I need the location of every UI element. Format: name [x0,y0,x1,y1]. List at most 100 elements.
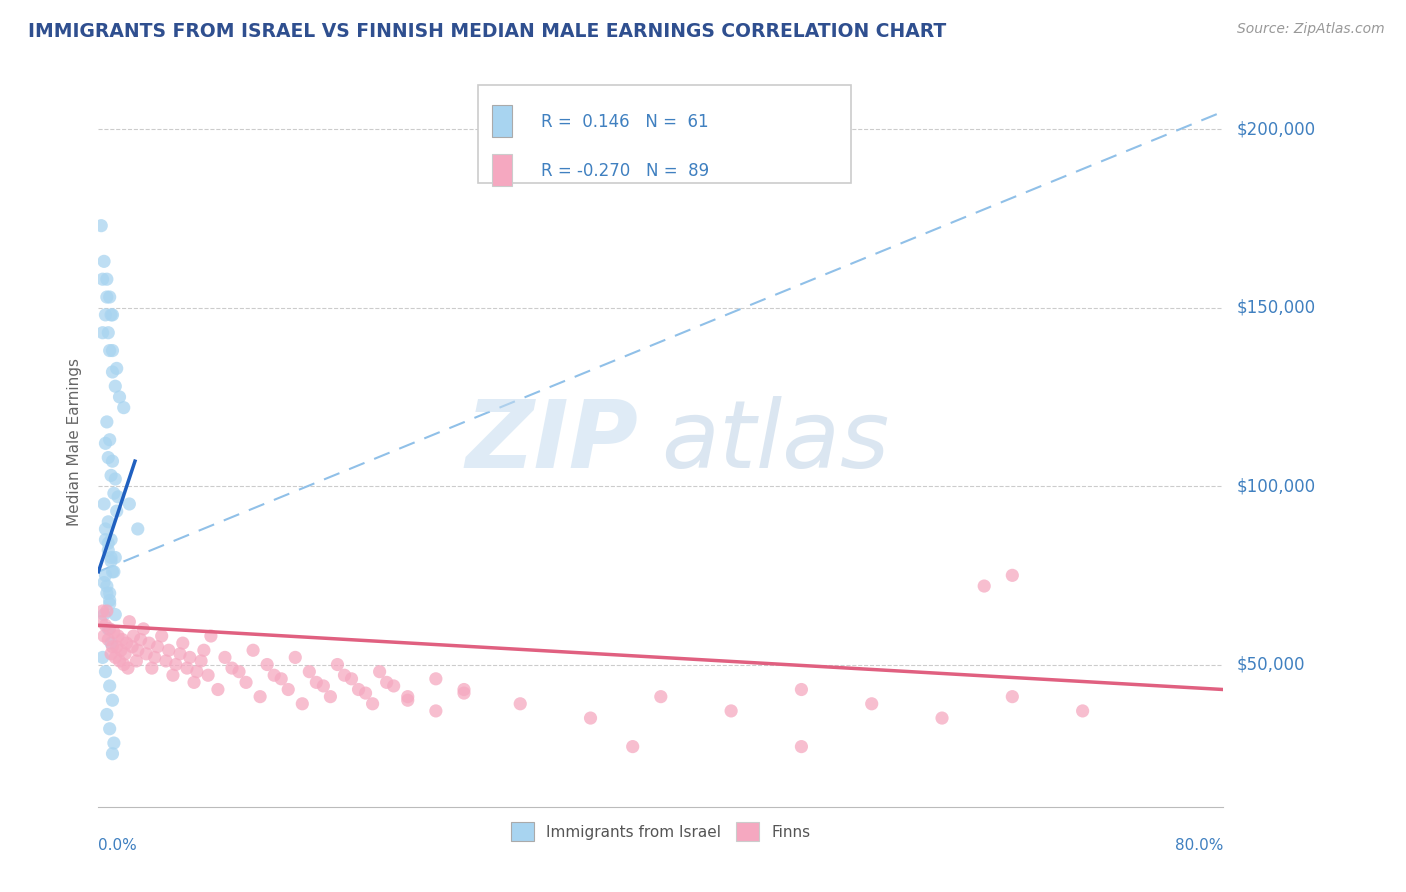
Point [165,657,187,672]
Point [117,661,139,675]
Point [97,515,120,529]
Point [157,643,180,657]
Point [101,640,124,654]
Point [127,643,149,657]
Point [135,647,157,661]
Point [96,707,118,722]
Point [138,636,160,650]
Point [242,643,264,657]
Point [94,436,117,450]
Point [179,650,201,665]
Point [425,672,447,686]
Point [973,579,995,593]
Point [141,661,163,675]
Point [101,454,124,468]
Point [122,629,145,643]
Point [354,686,377,700]
Point [96,415,118,429]
Point [90,615,112,629]
Point [256,657,278,672]
Point [193,643,215,657]
Point [347,682,370,697]
Point [100,468,122,483]
Point [146,640,169,654]
Point [319,690,342,704]
Point [97,536,120,550]
Point [103,736,125,750]
Point [90,219,112,233]
Point [105,504,128,518]
Point [425,704,447,718]
Point [108,390,131,404]
Point [312,679,335,693]
Point [361,697,384,711]
Point [931,711,953,725]
Point [101,343,124,358]
Point [333,668,356,682]
Point [107,490,129,504]
Point [214,650,236,665]
Point [101,308,124,322]
Point [453,686,475,700]
Point [375,675,398,690]
Point [1071,704,1094,718]
Point [176,661,198,675]
Point [249,690,271,704]
Point [155,654,177,668]
Point [98,343,121,358]
Point [96,272,118,286]
Point [396,690,419,704]
Point [790,682,813,697]
Point [98,679,121,693]
Point [263,668,285,682]
Point [720,704,742,718]
Point [98,593,121,607]
Text: $100,000: $100,000 [1237,477,1316,495]
Point [169,647,191,661]
Text: R = -0.270   N =  89: R = -0.270 N = 89 [541,162,710,180]
Point [118,615,141,629]
Point [305,675,328,690]
Point [114,647,136,661]
Point [143,650,166,665]
Point [98,622,121,636]
Point [453,682,475,697]
Point [94,665,117,679]
Point [93,254,115,268]
Point [860,697,883,711]
Point [104,650,127,665]
Point [110,643,132,657]
Point [150,629,173,643]
Point [235,675,257,690]
Point [96,604,118,618]
Point [100,636,122,650]
Point [112,401,135,415]
Text: R =  0.146   N =  61: R = 0.146 N = 61 [541,113,709,131]
Point [96,290,118,304]
Point [97,450,120,465]
Point [129,632,152,647]
Point [91,650,114,665]
Legend: Immigrants from Israel, Finns: Immigrants from Israel, Finns [505,816,817,847]
Point [101,693,124,707]
Point [98,597,121,611]
Point [183,675,205,690]
Point [105,640,128,654]
Point [228,665,250,679]
Point [104,550,127,565]
Point [382,679,405,693]
Point [105,361,128,376]
Point [93,629,115,643]
Text: $200,000: $200,000 [1237,120,1316,138]
Point [103,565,125,579]
Point [100,308,122,322]
Point [94,618,117,632]
Point [197,668,219,682]
Text: atlas: atlas [661,396,889,487]
Point [100,533,122,547]
Point [200,629,222,643]
Point [101,565,124,579]
Point [93,607,115,622]
Point [368,665,391,679]
Point [108,654,131,668]
